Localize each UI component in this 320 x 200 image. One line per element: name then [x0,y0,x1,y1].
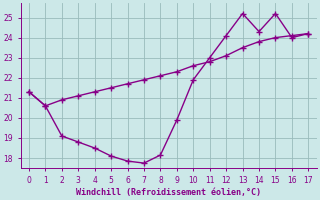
X-axis label: Windchill (Refroidissement éolien,°C): Windchill (Refroidissement éolien,°C) [76,188,261,197]
